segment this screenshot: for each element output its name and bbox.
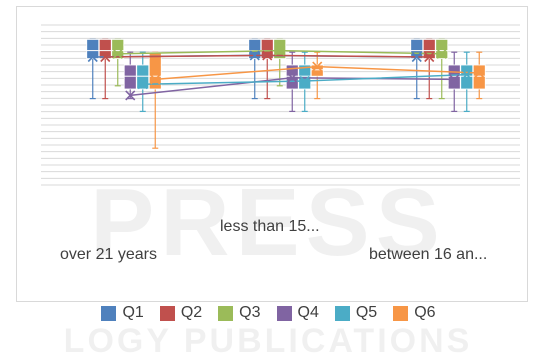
box-q3: [435, 38, 449, 100]
legend-item: Q2: [159, 304, 203, 322]
box-q3: [111, 38, 125, 87]
box-body: [310, 64, 324, 77]
mean-marker: [262, 50, 273, 61]
mean-marker: [299, 75, 310, 87]
mean-marker: [474, 67, 485, 79]
box-body: [123, 64, 137, 90]
box-body: [136, 64, 150, 90]
legend-label: Q5: [355, 304, 378, 321]
legend-swatch: [101, 305, 117, 321]
mean-marker: [287, 72, 298, 83]
box-q4: [447, 51, 461, 113]
mean-marker: [100, 51, 111, 63]
box-body: [435, 39, 449, 60]
box-body: [260, 39, 274, 60]
mean-marker: [312, 61, 323, 72]
legend-swatch: [334, 305, 350, 321]
mean-marker: [424, 51, 435, 63]
box-q2: [422, 38, 436, 100]
box-body: [422, 39, 436, 60]
box-q2: [260, 38, 274, 100]
box-body: [447, 64, 461, 90]
box-q5: [136, 51, 150, 113]
legend-item: Q4: [276, 304, 319, 322]
mean-marker: [112, 48, 123, 59]
legend-swatch: [276, 305, 292, 321]
box-q1: [410, 38, 424, 100]
legend-swatch: [393, 305, 409, 321]
legend-swatch: [159, 305, 175, 321]
mean-marker: [449, 74, 460, 85]
box-q6: [148, 51, 162, 149]
legend-item: Q1: [101, 304, 144, 322]
legend-label: Q3: [239, 304, 261, 321]
box-body: [248, 39, 262, 60]
mean-marker: [461, 69, 472, 80]
box-q5: [460, 51, 474, 113]
legend-swatch: [218, 305, 234, 321]
legend-item: Q3: [218, 304, 261, 322]
box-body: [460, 64, 474, 90]
legend-label: Q6: [414, 304, 436, 321]
legend-item: Q5: [334, 304, 378, 322]
box-body: [410, 39, 424, 60]
mean-marker: [125, 90, 136, 101]
mean-marker: [137, 79, 148, 90]
legend-label: Q4: [297, 304, 319, 321]
legend-label: Q1: [122, 304, 144, 321]
legend-item: Q6: [393, 304, 436, 322]
mean-marker: [436, 48, 447, 59]
category-label: between 16 an...: [369, 246, 488, 263]
mean-marker: [411, 51, 422, 63]
mean-marker: [87, 51, 98, 63]
box-q1: [248, 38, 262, 100]
mean-marker: [150, 74, 161, 85]
mean-marker: [274, 45, 285, 56]
legend-label: Q2: [180, 304, 203, 321]
box-q2: [98, 38, 112, 100]
legend: Q1 Q2 Q3 Q4 Q5 Q6: [0, 301, 537, 325]
box-q1: [86, 38, 100, 100]
box-body: [86, 39, 100, 60]
category-label: over 21 years: [60, 246, 157, 263]
mean-marker: [249, 50, 260, 61]
box-body: [98, 39, 112, 60]
category-label: less than 15...: [220, 218, 320, 235]
box-q4: [123, 51, 137, 100]
